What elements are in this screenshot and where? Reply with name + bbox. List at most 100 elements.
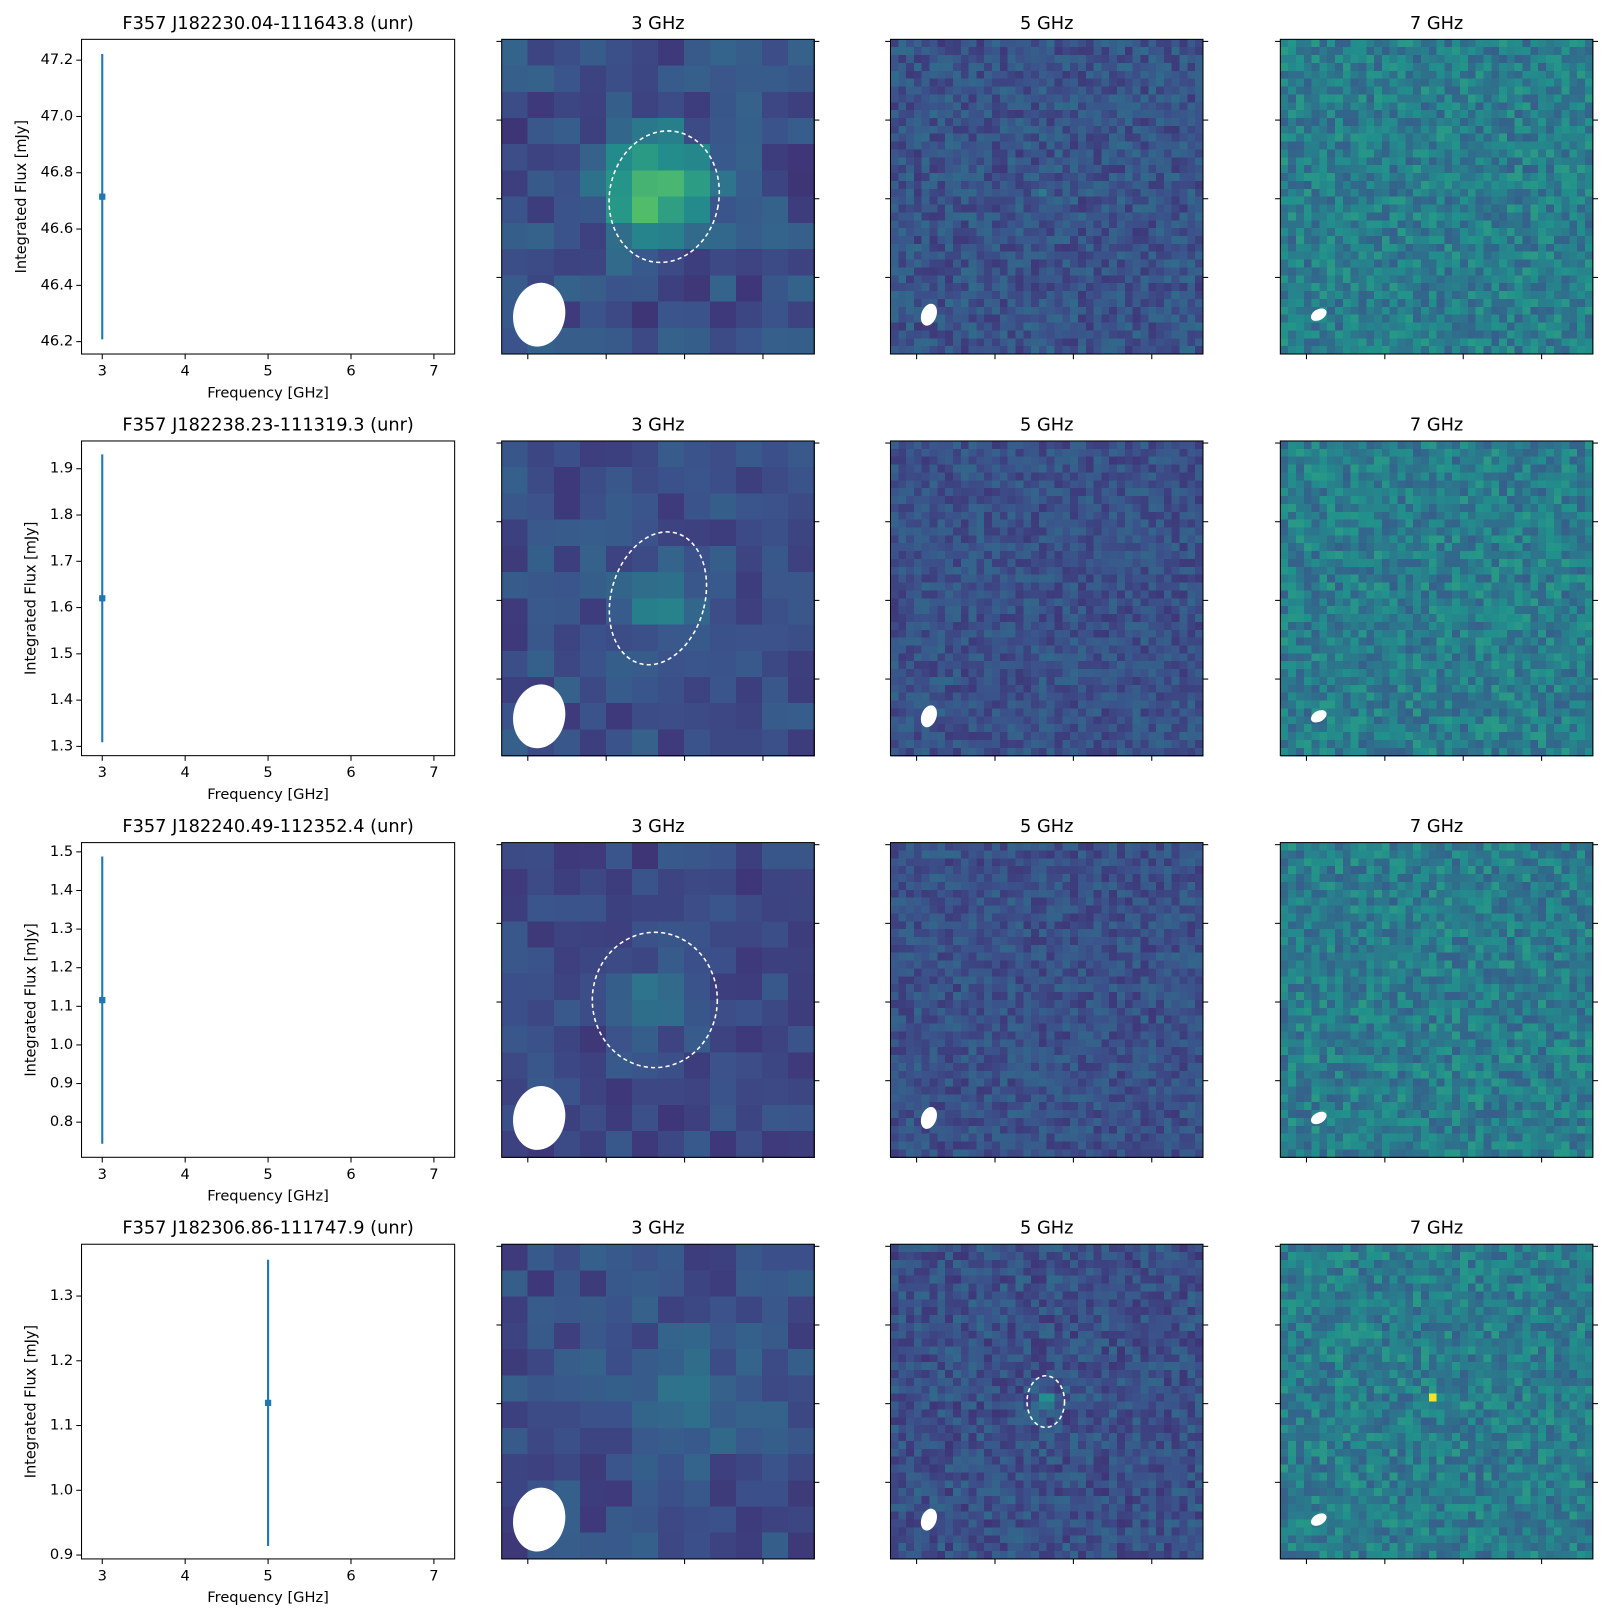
pixel — [1140, 314, 1149, 324]
pixel — [1007, 614, 1017, 623]
pixel — [501, 624, 529, 652]
pixel — [1389, 306, 1399, 316]
pixel — [1569, 165, 1578, 174]
pixel — [631, 729, 659, 757]
pixel — [976, 456, 985, 466]
pixel — [921, 503, 931, 513]
pixel — [1381, 196, 1391, 206]
pixel — [976, 330, 985, 339]
pixel — [1420, 330, 1430, 339]
pixel — [1038, 283, 1048, 292]
pixel — [1132, 283, 1142, 292]
pixel — [1101, 275, 1110, 284]
pixel — [1389, 39, 1399, 48]
pixel — [657, 598, 685, 626]
pixel — [1195, 165, 1204, 174]
beam — [513, 282, 566, 347]
pixel — [1335, 39, 1344, 48]
chart-title: F357 J182230.04-111643.8 (unr) — [122, 14, 413, 34]
pixel — [1031, 558, 1040, 568]
pixel — [1374, 133, 1383, 143]
pixel — [1038, 102, 1048, 111]
pixel — [1101, 291, 1110, 300]
pixel — [1140, 519, 1149, 529]
pixel — [1171, 527, 1181, 536]
pixel — [1085, 590, 1095, 599]
pixel — [921, 606, 931, 615]
pixel — [1132, 700, 1142, 710]
pixel — [937, 488, 946, 497]
y-tick-label: 46.2 — [41, 333, 74, 350]
pixel — [1140, 692, 1149, 702]
pixel — [992, 574, 1001, 584]
pixel — [1374, 188, 1383, 198]
pixel — [1070, 535, 1079, 544]
pixel — [1062, 519, 1071, 529]
pixel — [1358, 283, 1367, 292]
pixel — [1007, 661, 1017, 670]
pixel — [1561, 236, 1571, 245]
pixel — [1342, 212, 1352, 221]
pixel — [1007, 125, 1017, 135]
pixel — [1062, 661, 1071, 670]
pixel — [921, 283, 931, 292]
pixel — [1397, 133, 1406, 143]
pixel — [1514, 275, 1524, 284]
pixel — [1280, 55, 1289, 64]
pixel — [1085, 236, 1095, 245]
pixel — [945, 606, 954, 615]
pixel — [984, 118, 993, 127]
pixel — [1358, 86, 1367, 96]
pixel — [1538, 62, 1547, 72]
pixel — [898, 684, 907, 694]
pixel — [1140, 346, 1149, 355]
pixel — [736, 467, 763, 495]
pixel — [1460, 228, 1469, 237]
pixel — [960, 275, 970, 284]
pixel — [1561, 47, 1571, 56]
pixel — [1187, 496, 1196, 505]
pixel — [913, 267, 923, 276]
pixel — [984, 243, 993, 253]
pixel — [1187, 243, 1196, 253]
pixel — [1132, 480, 1142, 489]
pixel — [929, 464, 938, 474]
pixel — [952, 456, 962, 466]
pixel — [1569, 70, 1578, 80]
pixel — [1436, 338, 1446, 347]
pixel — [1148, 456, 1157, 466]
pixel — [1031, 637, 1040, 647]
pixel — [1366, 228, 1375, 237]
pixel — [921, 204, 931, 214]
pixel — [1366, 47, 1375, 56]
pixel — [1148, 251, 1157, 261]
pixel — [1522, 157, 1531, 166]
pixel — [1506, 173, 1516, 182]
pixel — [1491, 157, 1500, 166]
pixel — [1311, 212, 1321, 221]
pixel — [1109, 338, 1118, 347]
pixel — [929, 527, 938, 536]
pixel — [788, 650, 815, 678]
pixel — [1093, 330, 1103, 339]
pixel — [1491, 94, 1500, 103]
pixel — [937, 220, 946, 229]
pixel — [1132, 47, 1142, 56]
pixel — [1319, 314, 1328, 324]
pixel — [921, 684, 931, 694]
pixel — [1366, 251, 1375, 261]
pixel — [1577, 125, 1586, 135]
pixel — [1109, 496, 1118, 505]
pixel — [1054, 535, 1063, 544]
pixel — [1038, 543, 1048, 552]
pixel — [1109, 314, 1118, 324]
pixel — [906, 39, 915, 48]
pixel — [1101, 47, 1110, 56]
pixel — [1179, 511, 1188, 521]
pixel — [1148, 306, 1157, 316]
pixel — [945, 102, 954, 111]
pixel — [921, 322, 931, 332]
pixel — [984, 621, 993, 631]
pixel — [1187, 298, 1196, 308]
pixel — [960, 338, 970, 347]
